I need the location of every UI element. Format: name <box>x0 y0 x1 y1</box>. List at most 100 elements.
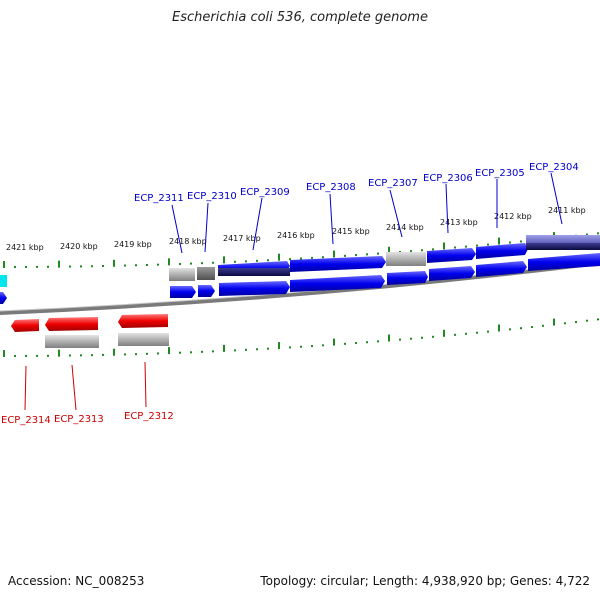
forward-feature-track <box>0 235 600 287</box>
gray-feature[interactable] <box>45 335 99 348</box>
tick-mark <box>91 354 93 357</box>
gene-arrow[interactable] <box>427 248 476 263</box>
tick-mark <box>168 258 170 266</box>
tick-mark <box>113 348 115 356</box>
tick-mark <box>91 265 93 268</box>
tick-mark <box>157 352 159 355</box>
gene-arrow[interactable] <box>45 317 98 331</box>
tick-mark <box>14 354 16 357</box>
gene-label-reverse[interactable]: ECP_2313 <box>54 414 104 425</box>
tick-mark <box>311 256 313 259</box>
lavender-feature[interactable] <box>526 235 600 245</box>
tick-mark <box>498 324 500 332</box>
gene-label-forward[interactable]: ECP_2308 <box>306 182 356 193</box>
tick-mark <box>212 261 214 264</box>
tick-mark <box>487 243 489 246</box>
tick-mark <box>454 246 456 249</box>
gray-feature[interactable] <box>118 333 169 346</box>
gene-label-forward[interactable]: ECP_2306 <box>423 173 473 184</box>
tick-mark <box>223 344 225 352</box>
tick-mark <box>377 340 379 343</box>
tick-mark <box>289 346 291 349</box>
gene-arrow[interactable] <box>476 243 528 259</box>
tick-mark <box>47 354 49 357</box>
gene-arrow[interactable] <box>11 319 39 332</box>
tick-mark <box>300 257 302 260</box>
kbp-label: 2414 kbp <box>386 223 424 232</box>
tick-mark <box>465 332 467 335</box>
tick-mark <box>366 253 368 256</box>
kbp-label: 2420 kbp <box>60 242 98 251</box>
tick-mark <box>344 342 346 345</box>
gene-arrow[interactable] <box>198 285 215 297</box>
tick-mark <box>509 328 511 331</box>
tick-mark <box>454 333 456 336</box>
gray-feature[interactable] <box>197 267 215 280</box>
tick-mark <box>47 265 49 268</box>
gene-arrow[interactable] <box>290 256 386 272</box>
tick-mark <box>388 246 390 254</box>
tick-mark <box>333 338 335 346</box>
cyan-feature[interactable] <box>0 275 7 287</box>
gene-arrow[interactable] <box>170 286 196 298</box>
kbp-label: 2419 kbp <box>114 240 152 249</box>
gene-arrow[interactable] <box>219 281 290 296</box>
kbp-label: 2416 kbp <box>277 231 315 240</box>
tick-mark <box>58 260 60 268</box>
kbp-label: 2421 kbp <box>6 243 44 252</box>
tick-mark <box>388 334 390 342</box>
gene-label-forward[interactable]: ECP_2311 <box>134 193 184 204</box>
tick-mark <box>344 254 346 257</box>
tick-mark <box>157 263 159 266</box>
tick-mark <box>201 350 203 353</box>
gene-arrow[interactable] <box>290 275 385 292</box>
forward-gene-track <box>0 253 600 304</box>
gene-arrow[interactable] <box>118 314 168 328</box>
tick-mark <box>432 335 434 338</box>
tick-mark <box>421 336 423 339</box>
tick-mark <box>465 245 467 248</box>
genome-title: Escherichia coli 536, complete genome <box>172 10 428 25</box>
tick-mark <box>179 262 181 265</box>
gene-label-forward[interactable]: ECP_2309 <box>240 187 290 198</box>
forward-label-leaders <box>171 172 563 254</box>
tick-mark <box>366 341 368 344</box>
gene-label-forward[interactable]: ECP_2310 <box>187 191 237 202</box>
gene-arrow[interactable] <box>429 266 475 281</box>
tick-mark <box>311 345 313 348</box>
gene-arrow[interactable] <box>0 292 7 304</box>
gray-feature[interactable] <box>386 252 426 266</box>
gray-feature[interactable] <box>169 268 195 281</box>
tick-mark <box>25 265 27 268</box>
tick-mark <box>575 321 577 324</box>
tick-mark <box>410 337 412 340</box>
kbp-label: 2415 kbp <box>332 227 370 236</box>
navy-feature[interactable] <box>526 243 600 250</box>
gene-label-forward[interactable]: ECP_2305 <box>475 168 525 179</box>
lower-tick-row <box>3 318 599 357</box>
kbp-label: 2412 kbp <box>494 212 532 221</box>
tick-mark <box>69 265 71 268</box>
gene-label-forward[interactable]: ECP_2307 <box>368 178 418 189</box>
tick-mark <box>355 254 357 257</box>
navy-feature[interactable] <box>218 268 290 276</box>
tick-mark <box>124 264 126 267</box>
tick-mark <box>410 250 412 253</box>
gene-label-forward[interactable]: ECP_2304 <box>529 162 579 173</box>
gene-label-reverse[interactable]: ECP_2312 <box>124 411 174 422</box>
tick-mark <box>102 353 104 356</box>
gene-arrow[interactable] <box>528 253 600 271</box>
gene-arrow[interactable] <box>476 261 527 277</box>
tick-mark <box>223 256 225 264</box>
gene-label-reverse[interactable]: ECP_2314 <box>1 415 51 426</box>
tick-mark <box>36 265 38 268</box>
tick-mark <box>168 347 170 355</box>
tick-mark <box>256 348 258 351</box>
genome-summary: Topology: circular; Length: 4,938,920 bp… <box>260 574 590 588</box>
tick-mark <box>531 326 533 329</box>
gene-arrow[interactable] <box>387 271 428 285</box>
tick-mark <box>333 250 335 258</box>
tick-mark <box>267 259 269 262</box>
tick-mark <box>245 260 247 263</box>
